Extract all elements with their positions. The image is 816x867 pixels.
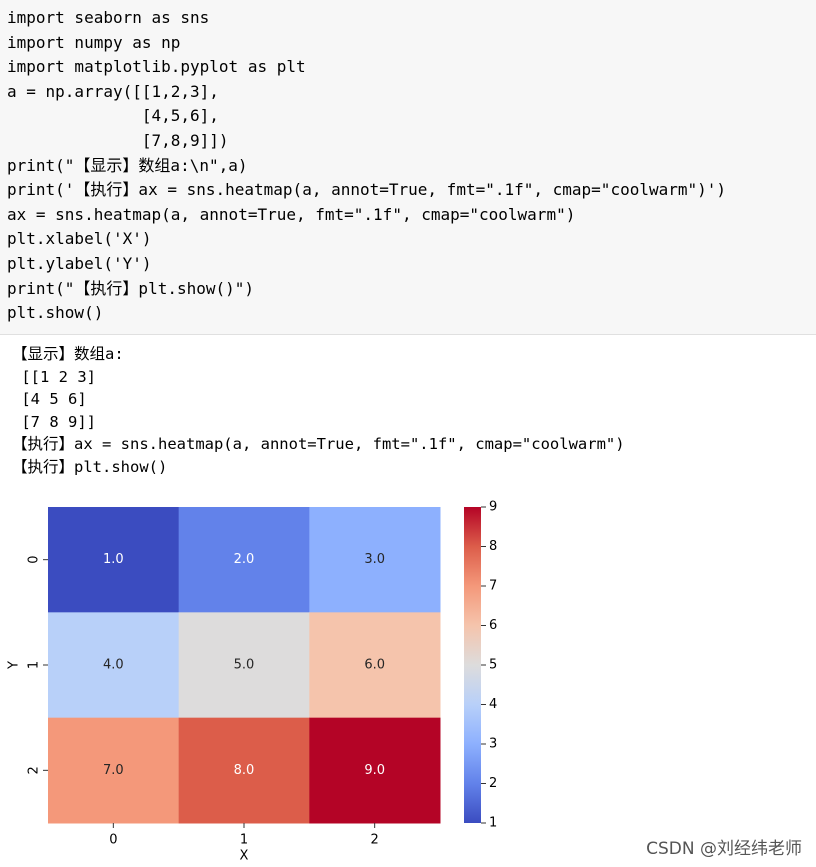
heat-cell (309, 612, 441, 719)
cell-label: 8.0 (234, 763, 255, 778)
colorbar-tick-label: 3 (489, 737, 497, 752)
heat-cell (48, 717, 180, 824)
colorbar-tick-label: 4 (489, 697, 497, 712)
heat-cell (309, 507, 441, 613)
text-line: print("【执行】plt.show()") (7, 278, 255, 298)
text-line: [[1 2 3] (12, 367, 96, 386)
colorbar-tick-label: 2 (489, 776, 497, 791)
output: 【显示】数组a: [[1 2 3] [4 5 6] [7 8 9]] 【执行】ax… (0, 343, 816, 478)
x-axis-label: X (240, 849, 249, 864)
cell-label: 5.0 (234, 658, 255, 673)
y-tick-label: 2 (27, 766, 42, 774)
heat-cell (178, 717, 310, 824)
colorbar-tick-label: 8 (489, 539, 497, 554)
y-tick-label: 0 (27, 556, 42, 564)
cell-label: 2.0 (234, 552, 255, 567)
text-line: ax = sns.heatmap(a, annot=True, fmt=".1f… (7, 204, 576, 224)
text-line: import numpy as np (7, 32, 181, 52)
y-axis-label: Y (7, 661, 22, 670)
heat-cell (178, 612, 310, 719)
text-line: 【执行】ax = sns.heatmap(a, annot=True, fmt=… (12, 435, 625, 453)
text-line: print("【显示】数组a:\n",a) (7, 155, 248, 175)
cell-label: 3.0 (364, 552, 385, 567)
y-tick-label: 1 (27, 661, 42, 669)
text-line: plt.xlabel('X') (7, 229, 152, 249)
cell-label: 7.0 (103, 763, 124, 778)
x-tick-label: 2 (371, 833, 379, 848)
text-line: import matplotlib.pyplot as plt (7, 57, 306, 77)
code-cell[interactable]: import seaborn as sns import numpy as np i… (0, 0, 816, 335)
cell-label: 9.0 (364, 763, 385, 778)
text-line: import seaborn as sns (7, 8, 210, 27)
heat-cell (309, 717, 441, 824)
heat-cell (178, 507, 310, 613)
colorbar-tick-label: 6 (489, 618, 497, 633)
watermark: CSDN @刘经纬老师 (646, 839, 802, 859)
colorbar-tick-label: 5 (489, 658, 497, 673)
cell-label: 1.0 (103, 552, 124, 567)
text-line: a = np.array([[1,2,3], (7, 81, 219, 101)
cell-label: 4.0 (103, 658, 124, 673)
colorbar-tick-label: 7 (489, 579, 497, 594)
colorbar-tick-label: 9 (489, 500, 497, 515)
text-line: [7 8 9]] (12, 412, 96, 431)
text-line: [7,8,9]]) (7, 130, 229, 150)
x-tick-label: 0 (109, 833, 117, 848)
heatmap: 1.0 2.0 3.04.0 5.0 6.07.0 8.0 9.00 1 2012XY12345… (7, 500, 498, 864)
text-line: plt.show() (7, 303, 104, 323)
text-line: print('【执行】ax = sns.heatmap(a, annot=Tru… (7, 180, 727, 200)
heat-cell (48, 507, 180, 613)
text-line: [4 5 6] (12, 390, 87, 408)
cell-label: 6.0 (364, 658, 385, 673)
colorbar (464, 507, 481, 823)
x-tick-label: 1 (240, 833, 248, 848)
text-line: 【显示】数组a: (12, 345, 124, 363)
colorbar-tick-label: 1 (489, 816, 497, 831)
heat-cell (48, 612, 180, 719)
text-line: [4,5,6], (7, 106, 219, 126)
text-line: plt.ylabel('Y') (7, 253, 152, 273)
text-line: 【执行】plt.show() (12, 457, 168, 476)
